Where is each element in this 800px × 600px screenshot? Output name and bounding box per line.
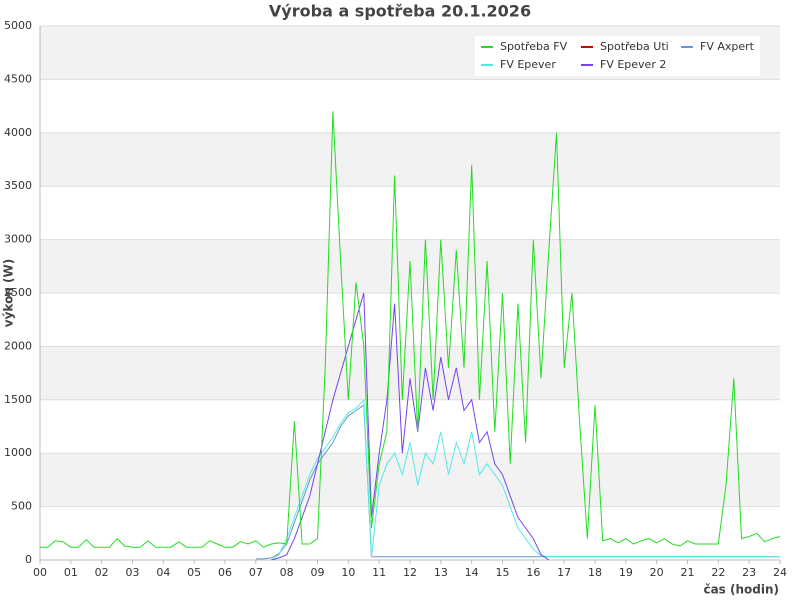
x-tick-label: 23 [742, 566, 756, 579]
y-tick-label: 2500 [4, 286, 32, 299]
grid-band [40, 346, 780, 400]
y-tick-label: 2000 [4, 339, 32, 352]
y-tick-label: 1000 [4, 446, 32, 459]
x-tick-label: 16 [526, 566, 540, 579]
y-tick-label: 0 [25, 553, 32, 566]
x-tick-label: 14 [465, 566, 479, 579]
y-tick-label: 4000 [4, 126, 32, 139]
x-tick-label: 13 [434, 566, 448, 579]
y-tick-label: 3000 [4, 233, 32, 246]
legend-label: FV Axpert [700, 40, 755, 53]
x-tick-label: 10 [341, 566, 355, 579]
x-tick-label: 20 [650, 566, 664, 579]
legend-label: FV Epever 2 [600, 58, 666, 71]
x-tick-label: 08 [280, 566, 294, 579]
x-tick-label: 15 [496, 566, 510, 579]
x-tick-label: 22 [711, 566, 725, 579]
x-tick-label: 06 [218, 566, 232, 579]
chart-title: Výroba a spotřeba 20.1.2026 [269, 2, 531, 21]
x-axis-label: čas (hodin) [703, 583, 779, 597]
y-tick-label: 500 [11, 500, 32, 513]
x-tick-label: 19 [619, 566, 633, 579]
series-line [271, 398, 780, 561]
legend-box [475, 36, 760, 76]
y-axis-label: výkon (W) [2, 259, 16, 327]
y-tick-label: 4500 [4, 72, 32, 85]
y-tick-label: 1500 [4, 393, 32, 406]
x-tick-label: 18 [588, 566, 602, 579]
legend-label: Spotřeba FV [500, 40, 568, 53]
series-line [271, 292, 550, 561]
x-tick-label: 07 [249, 566, 263, 579]
x-tick-label: 01 [64, 566, 78, 579]
x-tick-label: 21 [681, 566, 695, 579]
x-tick-label: 12 [403, 566, 417, 579]
x-tick-label: 03 [126, 566, 140, 579]
y-tick-label: 3500 [4, 179, 32, 192]
grid-band [40, 453, 780, 507]
grid-band [40, 132, 780, 187]
legend-label: Spotřeba Uti [600, 40, 669, 53]
x-tick-label: 00 [33, 566, 47, 579]
legend-label: FV Epever [500, 58, 556, 71]
x-tick-label: 04 [156, 566, 170, 579]
x-tick-label: 11 [372, 566, 386, 579]
series-line [40, 111, 781, 548]
y-tick-label: 5000 [4, 19, 32, 32]
x-tick-label: 17 [557, 566, 571, 579]
x-tick-label: 05 [187, 566, 201, 579]
x-tick-label: 02 [95, 566, 109, 579]
x-tick-label: 24 [773, 566, 787, 579]
x-tick-label: 09 [311, 566, 325, 579]
